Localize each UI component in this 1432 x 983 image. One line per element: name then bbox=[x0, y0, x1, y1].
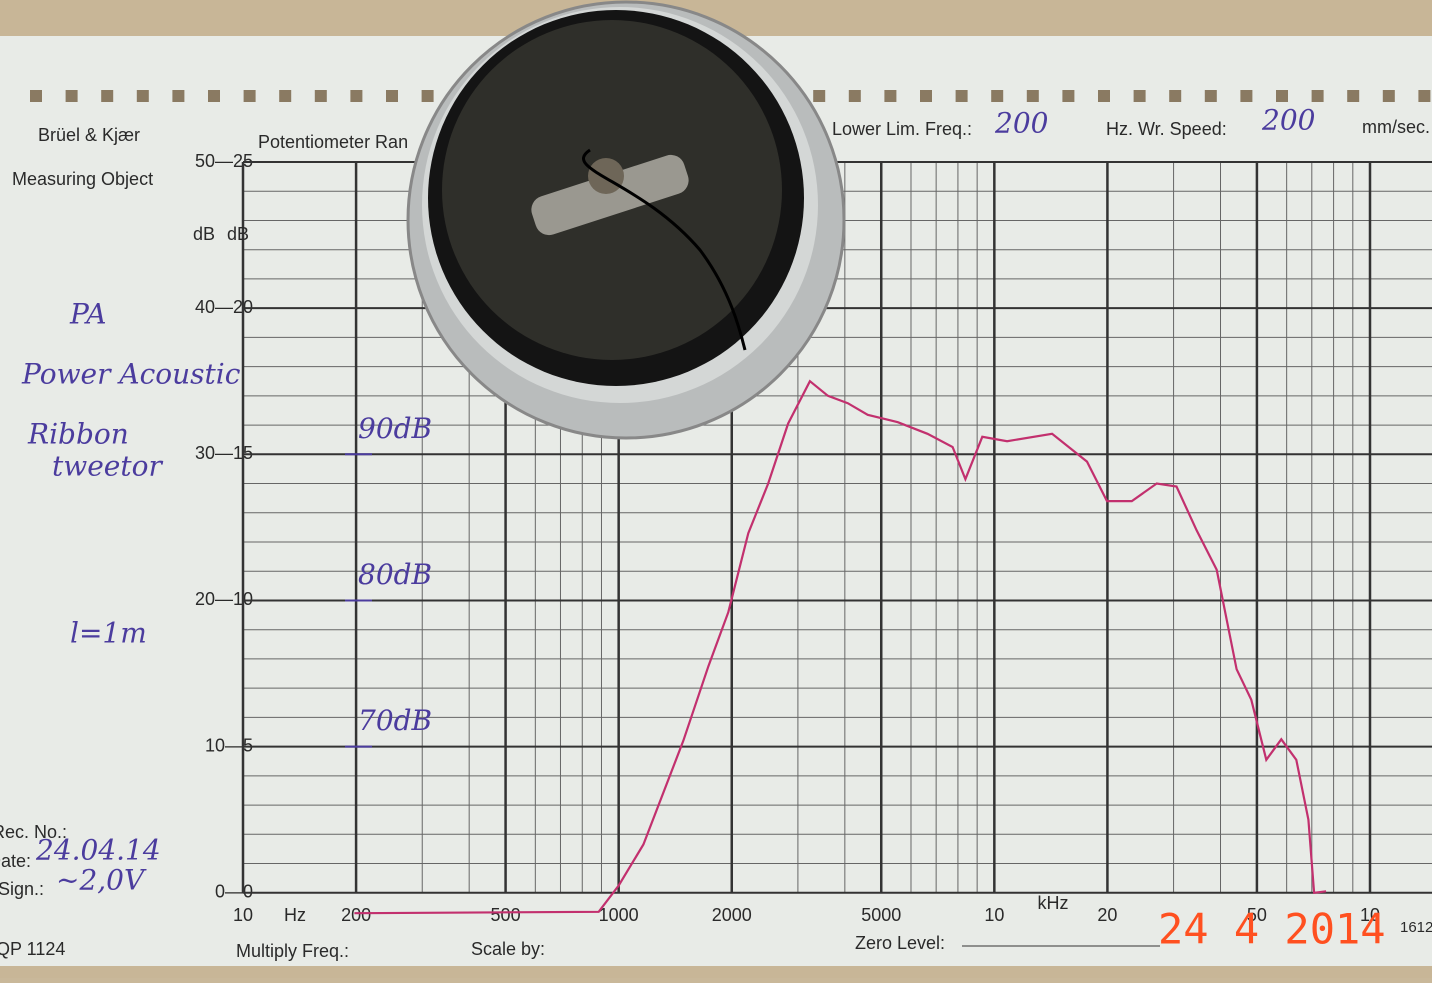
paper-hole bbox=[65, 90, 78, 102]
form-label: Date: bbox=[0, 851, 31, 871]
paper-hole bbox=[955, 90, 968, 102]
tweeter-screw bbox=[588, 158, 624, 194]
paper-hole bbox=[813, 90, 826, 102]
paper-hole bbox=[1026, 90, 1039, 102]
form-label: Scale by: bbox=[471, 939, 545, 959]
form-label: Multiply Freq.: bbox=[236, 941, 349, 961]
handwriting: PA bbox=[69, 298, 107, 331]
form-label: 1612 bbox=[1400, 919, 1432, 936]
tweeter-wire bbox=[582, 148, 747, 351]
x-tick-label: 2000 bbox=[712, 905, 752, 925]
handwriting: 24.04.14 bbox=[35, 834, 161, 867]
handwriting: Ribbon bbox=[27, 418, 129, 451]
form-label: Zero Level: bbox=[855, 933, 945, 953]
y-unit: dB bbox=[227, 224, 249, 244]
tweeter-photo bbox=[406, 0, 846, 440]
form-label: Potentiometer Ran bbox=[258, 132, 408, 152]
annotation: 70dB bbox=[358, 704, 432, 737]
paper-hole bbox=[243, 90, 256, 102]
x-tick-label: 500 bbox=[491, 905, 521, 925]
handwriting: 200 bbox=[1261, 104, 1315, 137]
handwriting: 200 bbox=[994, 107, 1048, 140]
paper-hole bbox=[884, 90, 897, 102]
paper-hole bbox=[101, 90, 114, 102]
paper-hole bbox=[1098, 90, 1110, 102]
handwriting: tweetor bbox=[52, 450, 163, 483]
paper-hole bbox=[350, 90, 363, 102]
handwriting: ~2,0V bbox=[56, 864, 147, 897]
paper-hole bbox=[208, 90, 220, 102]
tweeter-terminal bbox=[531, 154, 689, 236]
response-curve bbox=[354, 379, 1327, 915]
x-tick-label: 5000 bbox=[861, 905, 901, 925]
paper-hole bbox=[172, 90, 185, 102]
paper-hole bbox=[136, 90, 149, 102]
paper-hole bbox=[1204, 90, 1217, 102]
paper-hole bbox=[314, 90, 327, 102]
form-label: QP 1124 bbox=[0, 939, 65, 959]
brand: Brüel & Kjær bbox=[38, 125, 140, 145]
annotation: 90dB bbox=[358, 412, 432, 445]
paper-hole bbox=[991, 90, 1004, 102]
handwriting: Power Acoustic bbox=[21, 358, 241, 391]
form-label: Rec. No.: bbox=[0, 822, 67, 842]
annotation: 80dB bbox=[358, 558, 432, 591]
y-tick-label: 0—0 bbox=[215, 882, 253, 902]
paper-hole bbox=[1169, 90, 1182, 102]
y-tick-label: 20—10 bbox=[195, 589, 253, 609]
paper-hole bbox=[386, 90, 398, 102]
paper-hole bbox=[1133, 90, 1146, 102]
y-tick-label: 30—15 bbox=[195, 443, 253, 463]
form-label: Sign.: bbox=[0, 879, 44, 899]
paper-hole bbox=[1240, 90, 1253, 102]
paper-hole bbox=[1276, 90, 1288, 102]
x-unit: kHz bbox=[1038, 893, 1069, 913]
date-stamp: 24 4 2014 bbox=[1158, 905, 1386, 954]
x-unit: Hz bbox=[284, 905, 306, 925]
x-tick-label: 10 bbox=[233, 905, 253, 925]
x-tick-label: 1000 bbox=[599, 905, 639, 925]
x-tick-label: 10 bbox=[984, 905, 1004, 925]
x-tick-label: 200 bbox=[341, 905, 371, 925]
y-tick-label: 10—5 bbox=[205, 735, 253, 755]
paper-hole bbox=[1311, 90, 1324, 102]
paper-hole bbox=[1382, 90, 1395, 102]
form-label: Hz. Wr. Speed: bbox=[1106, 119, 1227, 139]
paper-hole bbox=[1347, 90, 1360, 102]
paper-hole bbox=[421, 90, 434, 102]
x-tick-label: 20 bbox=[1097, 905, 1117, 925]
paper-hole bbox=[848, 90, 861, 102]
y-tick-label: 40—20 bbox=[195, 297, 253, 317]
paper-hole bbox=[1418, 90, 1431, 102]
form-label: Lower Lim. Freq.: bbox=[832, 119, 972, 139]
paper-hole bbox=[279, 90, 292, 102]
paper-hole bbox=[30, 90, 42, 102]
form-label: mm/sec. bbox=[1362, 117, 1430, 137]
paper-hole bbox=[1062, 90, 1075, 102]
paper-hole bbox=[920, 90, 932, 102]
form-label: Measuring Object bbox=[12, 169, 153, 189]
x-tick-label: 10 bbox=[1360, 905, 1380, 925]
y-tick-label: 50—25 bbox=[195, 151, 253, 171]
x-tick-label: 50 bbox=[1247, 905, 1267, 925]
y-unit: dB bbox=[193, 224, 215, 244]
handwriting: l=1m bbox=[70, 617, 147, 650]
